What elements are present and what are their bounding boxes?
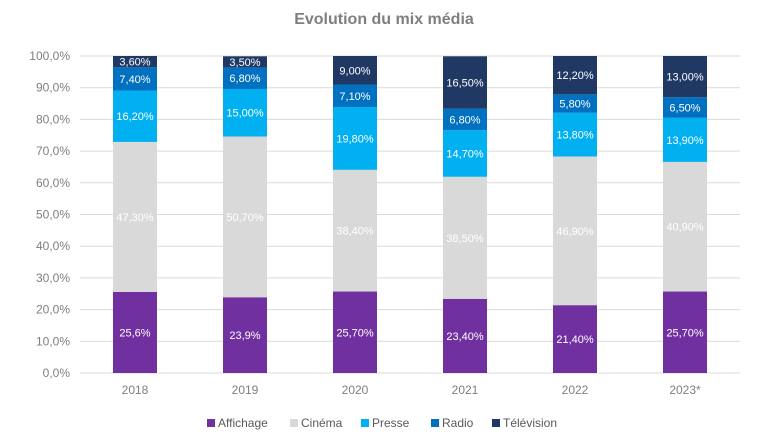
data-label: 25,6% bbox=[119, 327, 150, 339]
bar-segment-television bbox=[663, 56, 707, 98]
y-tick-label: 20,0% bbox=[36, 303, 70, 317]
bar-segment-radio bbox=[223, 67, 267, 89]
bar-segment-presse bbox=[443, 130, 487, 177]
bar-segment-television bbox=[443, 56, 487, 109]
y-tick-label: 70,0% bbox=[36, 144, 70, 158]
bar-segment-television bbox=[223, 56, 267, 68]
data-label: 25,70% bbox=[666, 327, 704, 339]
bar-segment-television bbox=[113, 56, 157, 68]
bar-segment-affichage bbox=[333, 291, 377, 373]
bar-segment-television bbox=[553, 56, 597, 95]
y-tick-label: 90,0% bbox=[36, 81, 70, 95]
bar-segment-cinema bbox=[113, 141, 157, 292]
x-tick-label: 2020 bbox=[342, 383, 369, 397]
data-label: 23,9% bbox=[229, 330, 260, 342]
data-label: 9,00% bbox=[339, 65, 370, 77]
legend-swatch bbox=[492, 419, 500, 427]
data-labels: 25,6% 47,30% 16,20% 7,40% 3,60% 23,9% 50,70% 15… bbox=[116, 57, 704, 347]
legend-label: Cinéma bbox=[301, 416, 343, 430]
legend-label: Presse bbox=[372, 416, 410, 430]
data-label: 5,80% bbox=[559, 99, 590, 111]
bar-segment-presse bbox=[333, 107, 377, 170]
bar-segment-presse bbox=[553, 112, 597, 157]
y-tick-label: 10,0% bbox=[36, 334, 70, 348]
bar-segment-cinema bbox=[443, 176, 487, 299]
bar-segment-radio bbox=[333, 84, 377, 108]
data-label: 7,40% bbox=[119, 74, 150, 86]
data-label: 13,80% bbox=[556, 130, 594, 142]
y-tick-label: 80,0% bbox=[36, 112, 70, 126]
data-label: 16,20% bbox=[116, 111, 154, 123]
data-label: 13,00% bbox=[666, 72, 704, 84]
data-label: 46,90% bbox=[556, 226, 594, 238]
bar-segment-cinema bbox=[333, 169, 377, 292]
x-tick-label: 2018 bbox=[122, 383, 149, 397]
bar-segment-radio bbox=[113, 67, 157, 91]
data-label: 3,50% bbox=[229, 57, 260, 69]
legend-swatch bbox=[207, 419, 215, 427]
chart-title: Evolution du mix média bbox=[294, 11, 474, 28]
bar-segment-affichage bbox=[553, 305, 597, 373]
legend-label: Radio bbox=[442, 416, 474, 430]
y-tick-label: 0,0% bbox=[43, 366, 71, 380]
legend-swatch bbox=[431, 419, 439, 427]
data-label: 38,50% bbox=[446, 233, 484, 245]
y-tick-label: 30,0% bbox=[36, 271, 70, 285]
data-label: 7,10% bbox=[339, 91, 370, 103]
x-tick-label: 2021 bbox=[452, 383, 479, 397]
data-label: 15,00% bbox=[226, 108, 264, 120]
data-label: 25,70% bbox=[336, 327, 374, 339]
x-tick-label: 2019 bbox=[232, 383, 259, 397]
y-tick-label: 100,0% bbox=[29, 49, 70, 63]
data-label: 40,90% bbox=[666, 222, 704, 234]
data-label: 16,50% bbox=[446, 77, 484, 89]
x-tick-label: 2022 bbox=[562, 383, 589, 397]
data-label: 6,80% bbox=[449, 114, 480, 126]
bars bbox=[113, 56, 707, 373]
y-tick-label: 40,0% bbox=[36, 239, 70, 253]
data-label: 47,30% bbox=[116, 212, 154, 224]
bar-segment-television bbox=[333, 56, 377, 85]
x-tick-label: 2023* bbox=[669, 383, 701, 397]
data-label: 13,90% bbox=[666, 135, 704, 147]
x-axis-ticks: 2018 2019 2020 2021 2022 2023* bbox=[122, 383, 701, 397]
bar-segment-affichage bbox=[443, 298, 487, 373]
bar-segment-radio bbox=[443, 108, 487, 131]
legend-swatch bbox=[361, 419, 369, 427]
bar-segment-cinema bbox=[223, 136, 267, 298]
legend-label: Télévision bbox=[503, 416, 557, 430]
bar-segment-affichage bbox=[113, 291, 157, 373]
y-tick-label: 60,0% bbox=[36, 176, 70, 190]
data-label: 3,60% bbox=[119, 57, 150, 69]
bar-segment-radio bbox=[663, 97, 707, 118]
bar-segment-radio bbox=[553, 94, 597, 113]
data-label: 6,80% bbox=[229, 73, 260, 85]
bar-segment-presse bbox=[663, 117, 707, 162]
data-label: 6,50% bbox=[669, 103, 700, 115]
legend-swatch bbox=[290, 419, 298, 427]
legend: Affichage Cinéma Presse Radio Télévision bbox=[207, 416, 557, 430]
bar-segment-cinema bbox=[553, 156, 597, 306]
data-label: 21,40% bbox=[556, 334, 594, 346]
data-label: 38,40% bbox=[336, 226, 374, 238]
bar-segment-cinema bbox=[663, 161, 707, 292]
gridlines bbox=[80, 55, 740, 374]
data-label: 14,70% bbox=[446, 148, 484, 160]
bar-segment-affichage bbox=[223, 297, 267, 373]
legend-label: Affichage bbox=[218, 416, 268, 430]
data-label: 23,40% bbox=[446, 331, 484, 343]
bar-segment-presse bbox=[113, 90, 157, 142]
data-label: 50,70% bbox=[226, 212, 264, 224]
bar-segment-presse bbox=[223, 88, 267, 137]
y-axis-ticks: 0,0% 10,0% 20,0% 30,0% 40,0% 50,0% 60,0% 70,0% 8… bbox=[29, 49, 70, 380]
data-label: 12,20% bbox=[556, 70, 594, 82]
bar-segment-affichage bbox=[663, 291, 707, 373]
data-label: 19,80% bbox=[336, 133, 374, 145]
y-tick-label: 50,0% bbox=[36, 208, 70, 222]
